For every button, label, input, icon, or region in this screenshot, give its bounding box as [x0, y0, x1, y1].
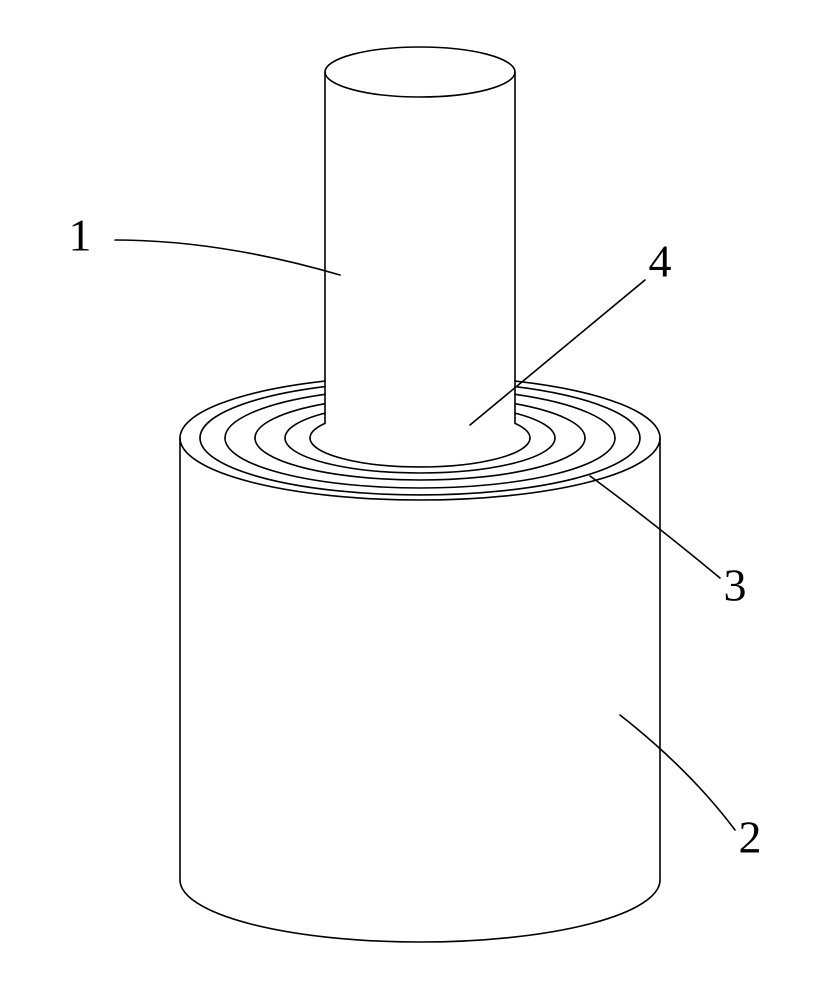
outer-body-bottom-arc: [180, 880, 660, 942]
top-ring-3-back-right: [515, 404, 585, 438]
top-ring-5-front: [310, 438, 530, 467]
label-l2: 2: [739, 812, 762, 863]
leader-l1: [115, 240, 340, 275]
top-ring-3-back-left: [255, 404, 325, 438]
label-l4: 4: [649, 236, 672, 287]
top-ring-5-back-left: [310, 423, 325, 438]
top-ring-2-back-right: [515, 394, 615, 438]
top-ring-5-back-right: [515, 423, 530, 438]
top-ring-2-back-left: [225, 394, 325, 438]
shaft-top-ellipse: [325, 47, 515, 97]
top-ring-1-back-right: [515, 387, 640, 438]
label-l3: 3: [724, 560, 747, 611]
figure: 1 4 3 2: [0, 0, 840, 1000]
top-ring-1-back-left: [200, 387, 325, 438]
leader-l3: [590, 476, 720, 578]
leader-l2: [620, 715, 735, 830]
top-ring-0-front: [180, 438, 660, 500]
label-l1: 1: [69, 210, 92, 261]
